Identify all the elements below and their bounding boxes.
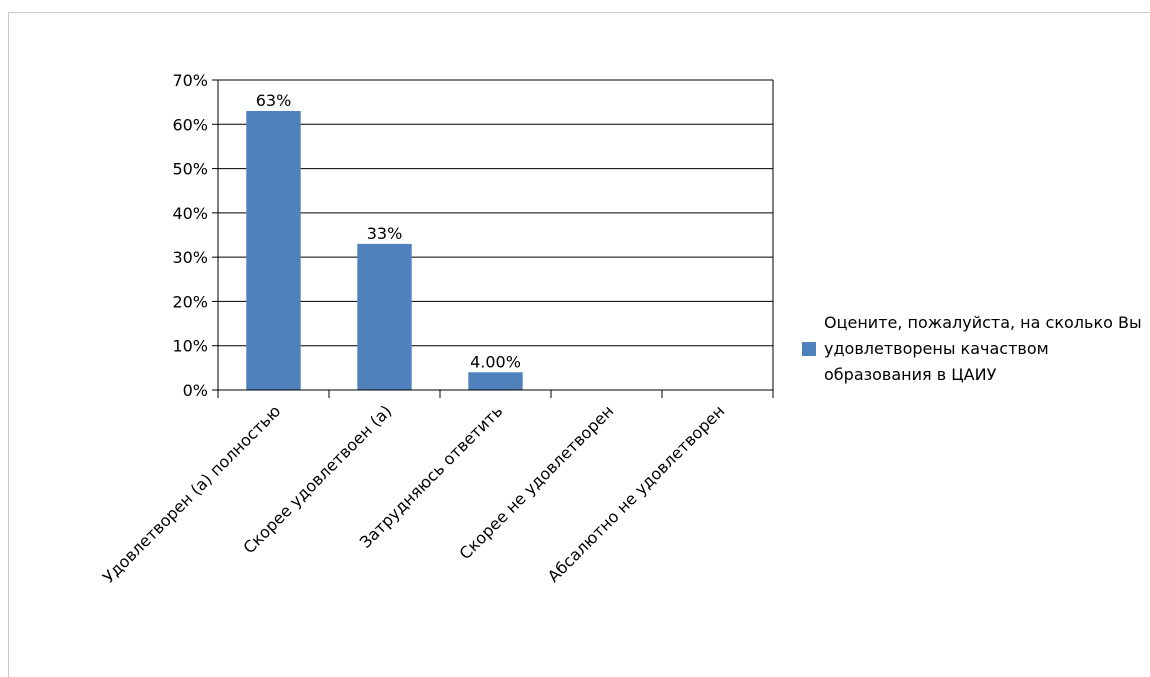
y-tick-label: 40% [172, 204, 208, 223]
data-label: 33% [367, 224, 403, 243]
y-tick-label: 70% [172, 71, 208, 90]
y-tick-label: 20% [172, 292, 208, 311]
data-label: 63% [256, 91, 292, 110]
data-labels: 63% 33% 4.00% [256, 91, 521, 371]
legend-swatch [802, 342, 816, 356]
bar [246, 111, 301, 390]
legend-label: Оцените, пожалуйста, на сколько Вы удовл… [824, 313, 1142, 384]
chart-area [8, 12, 1150, 677]
legend: Оцените, пожалуйста, на сколько Вы удовл… [802, 310, 1144, 388]
gridlines [212, 79, 773, 391]
bar [468, 372, 523, 390]
bars [246, 111, 523, 390]
y-tick-label: 0% [183, 381, 208, 400]
x-tick-label: Абсалютно не удовлетворен [544, 401, 729, 586]
y-tick-label: 10% [172, 337, 208, 356]
y-tick-label: 60% [172, 115, 208, 134]
y-tick-label: 50% [172, 160, 208, 179]
x-tick-label: Удовлетворен (а) полностью [99, 401, 284, 586]
y-axis-tick-labels: 0% 10% 20% 30% 40% 50% 60% 70% [172, 71, 208, 400]
axes [217, 80, 774, 398]
bar [357, 243, 412, 390]
y-tick-label: 30% [172, 248, 208, 267]
data-label: 4.00% [470, 352, 521, 371]
